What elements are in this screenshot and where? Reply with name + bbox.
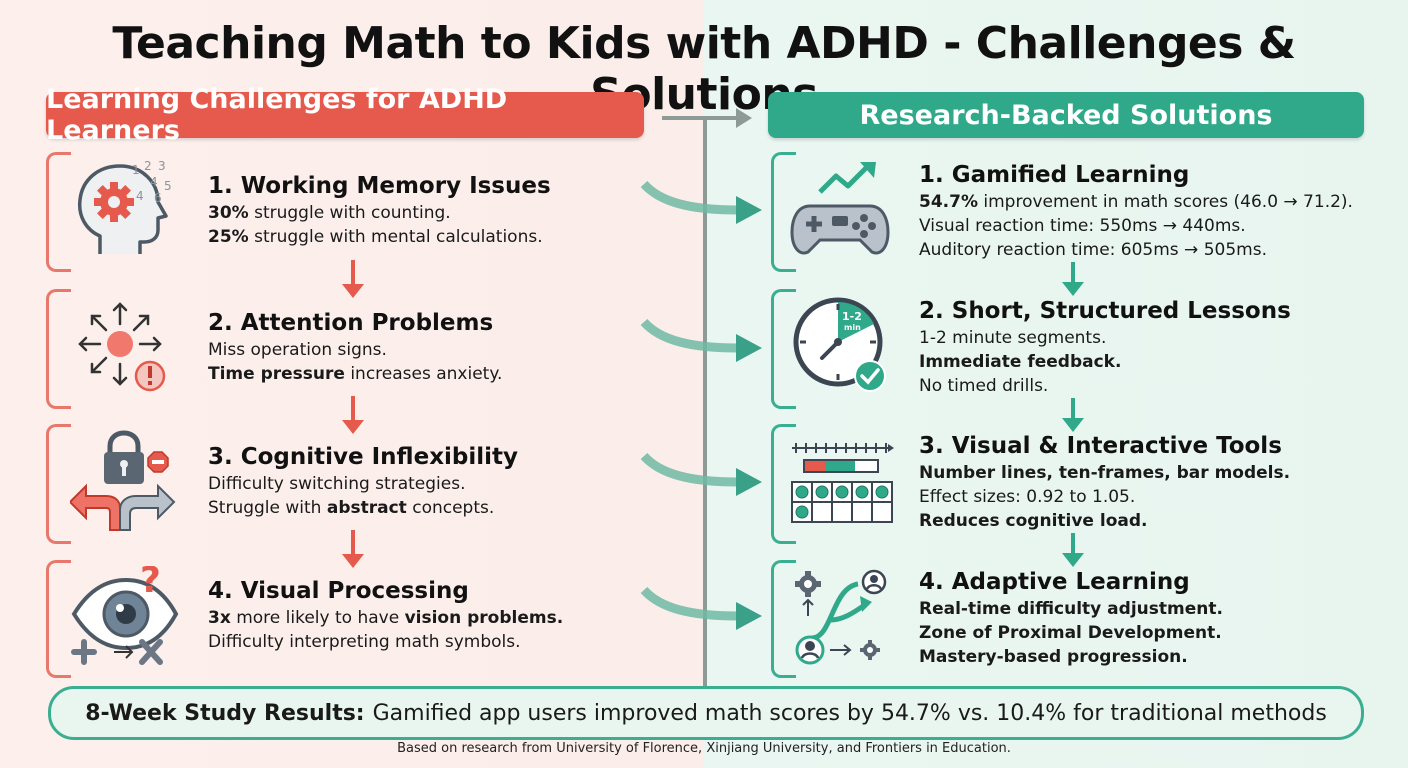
memory-digit: 1: [132, 163, 140, 177]
down-arrow-red: [342, 530, 364, 568]
challenge-item-1: 1. Working Memory Issues 30% struggle wi…: [208, 173, 551, 247]
lock-split-arrows-icon: [70, 430, 176, 531]
solution-title: 3. Visual & Interactive Tools: [919, 433, 1282, 459]
down-arrow-green: [1062, 398, 1084, 432]
challenge-bracket-4: [46, 560, 71, 678]
connector-arrow: [640, 586, 762, 630]
solution-bracket-4: [771, 560, 796, 678]
memory-digit: 3: [158, 159, 166, 173]
challenge-item-4: 4. Visual Processing 3x more likely to h…: [208, 578, 564, 652]
header-arrow: [662, 108, 752, 128]
solution-bracket-2: [771, 289, 796, 409]
clock-label: 1-2: [842, 310, 862, 323]
timer-check-icon: 1-2 min: [793, 297, 886, 392]
challenge-item-3: 3. Cognitive Inflexibility Difficulty sw…: [208, 444, 519, 518]
adaptive-path-icon: [795, 569, 887, 665]
solution-item-3: 3. Visual & Interactive Tools Number lin…: [919, 433, 1291, 531]
solution-bracket-1: [771, 152, 796, 272]
study-results-text: Gamified app users improved math scores …: [372, 700, 1327, 726]
memory-digit: 5: [164, 179, 172, 193]
connector-arrow: [640, 452, 762, 496]
memory-digit: 4: [136, 189, 144, 203]
challenges-header: Learning Challenges for ADHD Learners: [46, 84, 644, 146]
solution-item-2: 2. Short, Structured Lessons 1-2 minute …: [919, 298, 1291, 396]
memory-digit: 4: [150, 175, 158, 189]
study-results-banner: 8-Week Study Results: Gamified app users…: [48, 686, 1364, 740]
source-note: Based on research from University of Flo…: [397, 741, 1011, 756]
down-arrow-green: [1062, 262, 1084, 296]
eye-symbols-icon: ?: [71, 566, 179, 665]
head-gear-icon: 1 2 3 4 5 4 6: [77, 159, 172, 254]
number-line-ten-frame-icon: [791, 443, 894, 523]
study-results-label: 8-Week Study Results:: [85, 700, 365, 726]
solution-bracket-3: [771, 424, 796, 544]
gamepad-trend-icon: [790, 162, 890, 255]
memory-digit: 6: [154, 191, 162, 205]
challenge-item-2: 2. Attention Problems Miss operation sig…: [208, 310, 503, 384]
clock-sublabel: min: [844, 323, 861, 332]
center-divider: [703, 118, 707, 688]
solution-item-1: 1. Gamified Learning 54.7% improvement i…: [919, 162, 1353, 260]
solutions-header: Research-Backed Solutions: [768, 92, 1364, 138]
challenge-bracket-1: [46, 152, 71, 272]
scattered-attention-icon: [78, 302, 166, 392]
challenge-title: 3. Cognitive Inflexibility: [208, 444, 519, 470]
challenge-title: 4. Visual Processing: [208, 578, 469, 604]
solution-item-4: 4. Adaptive Learning Real-time difficult…: [919, 569, 1223, 667]
solution-title: 4. Adaptive Learning: [919, 569, 1190, 595]
down-arrow-green: [1062, 533, 1084, 567]
connector-arrow: [640, 318, 762, 362]
challenge-bracket-3: [46, 424, 71, 544]
down-arrow-red: [342, 260, 364, 298]
challenge-title: 1. Working Memory Issues: [208, 173, 551, 199]
solution-title: 2. Short, Structured Lessons: [919, 298, 1291, 324]
challenge-title: 2. Attention Problems: [208, 310, 494, 336]
question-mark-icon: ?: [140, 566, 161, 601]
memory-digit: 2: [144, 159, 152, 173]
connector-arrow: [640, 180, 762, 224]
down-arrow-red: [342, 396, 364, 434]
solution-title: 1. Gamified Learning: [919, 162, 1190, 188]
challenge-bracket-2: [46, 289, 71, 409]
